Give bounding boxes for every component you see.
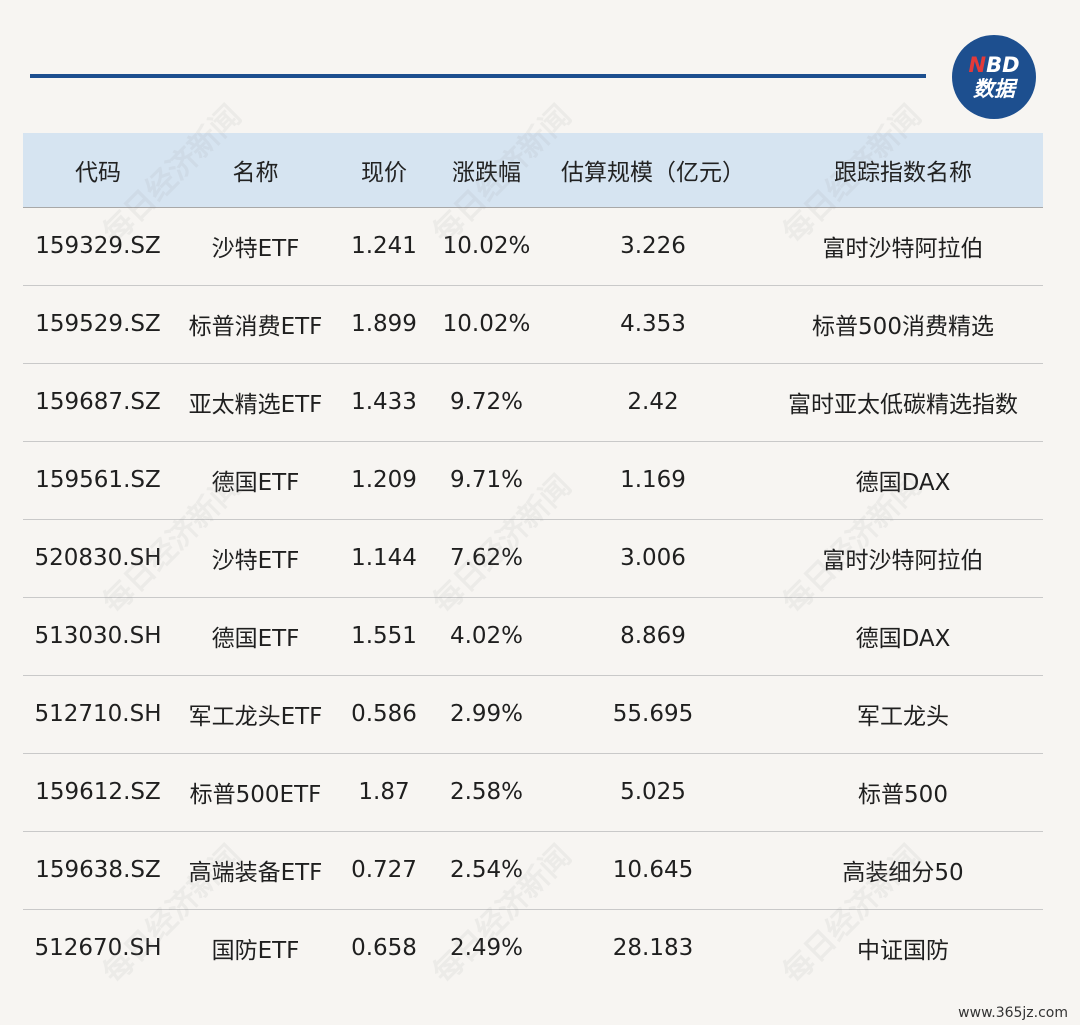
cell-index: 标普500 xyxy=(763,753,1043,832)
cell-index: 德国DAX xyxy=(763,597,1043,676)
column-header-index: 跟踪指数名称 xyxy=(763,133,1043,208)
cell-scale: 2.42 xyxy=(543,363,763,442)
cell-scale: 10.645 xyxy=(543,831,763,910)
cell-change: 2.49% xyxy=(449,935,524,961)
cell-change: 2.99% xyxy=(430,675,543,754)
cell-change: 9.72% xyxy=(430,363,543,442)
cell-code: 520830.SH xyxy=(23,519,173,598)
cell-name: 军工龙头ETF xyxy=(173,675,338,754)
cell-code: 159687.SZ xyxy=(23,363,173,442)
cell-scale: 3.006 xyxy=(543,519,763,598)
column-header-code: 代码 xyxy=(23,133,173,208)
cell-scale: 1.169 xyxy=(543,441,763,520)
column-header-change: 涨跌幅 xyxy=(430,133,543,208)
table-row: 159329.SZ 沙特ETF 1.241 10.02% 3.226 富时沙特阿拉伯 xyxy=(23,207,1043,286)
cell-index: 富时沙特阿拉伯 xyxy=(763,519,1043,598)
cell-price: 0.658 xyxy=(351,935,417,961)
table-row: 512670.SH 国防ETF 0.658 2.49% 28.183 中证国防 xyxy=(23,909,1043,987)
cell-change: 9.71% xyxy=(430,441,543,520)
cell-index: 标普500消费精选 xyxy=(763,285,1043,364)
cell-scale: 5.025 xyxy=(543,753,763,832)
cell-scale: 3.226 xyxy=(543,207,763,286)
cell-code: 159529.SZ xyxy=(23,285,173,364)
logo-wordmark: NBD xyxy=(968,52,1020,77)
cell-price: 1.87 xyxy=(338,753,430,832)
table-row: 513030.SH 德国ETF 1.551 4.02% 8.869 德国DAX xyxy=(23,597,1043,676)
table-row: 159529.SZ 标普消费ETF 1.899 10.02% 4.353 标普500消费精… xyxy=(23,285,1043,364)
cell-name: 标普消费ETF xyxy=(173,285,338,364)
cell-index: 高装细分50 xyxy=(763,831,1043,910)
cell-price: 1.241 xyxy=(338,207,430,286)
cell-name: 高端装备ETF xyxy=(173,831,338,910)
cell-code: 512710.SH xyxy=(23,675,173,754)
site-watermark-url: www.365jz.com xyxy=(958,1005,1068,1021)
cell-change: 4.02% xyxy=(430,597,543,676)
cell-change: 2.58% xyxy=(430,753,543,832)
column-header-price: 现价 xyxy=(338,133,430,208)
cell-scale: 28.183 xyxy=(612,935,694,961)
top-divider xyxy=(30,74,926,78)
column-header-name: 名称 xyxy=(173,133,338,208)
cell-code: 513030.SH xyxy=(23,597,173,676)
cell-change: 2.54% xyxy=(430,831,543,910)
nbd-data-logo: NBD 数据 xyxy=(952,35,1036,119)
cell-scale: 8.869 xyxy=(543,597,763,676)
cell-price: 0.586 xyxy=(338,675,430,754)
cell-price: 1.144 xyxy=(338,519,430,598)
table-row: 520830.SH 沙特ETF 1.144 7.62% 3.006 富时沙特阿拉伯 xyxy=(23,519,1043,598)
cell-name: 德国ETF xyxy=(173,597,338,676)
table-row: 159638.SZ 高端装备ETF 0.727 2.54% 10.645 高装细分50 xyxy=(23,831,1043,910)
cell-code: 159612.SZ xyxy=(23,753,173,832)
column-header-scale: 估算规模（亿元） xyxy=(543,133,763,208)
table-body: 159329.SZ 沙特ETF 1.241 10.02% 3.226 富时沙特阿拉伯 159… xyxy=(23,207,1043,987)
cell-change: 10.02% xyxy=(430,207,543,286)
cell-price: 1.209 xyxy=(338,441,430,520)
logo-subtitle: 数据 xyxy=(973,76,1015,101)
cell-name: 亚太精选ETF xyxy=(173,363,338,442)
cell-name: 德国ETF xyxy=(173,441,338,520)
cell-name: 国防ETF xyxy=(211,938,300,964)
header-row: 代码 名称 现价 涨跌幅 估算规模（亿元） 跟踪指数名称 xyxy=(23,133,1043,208)
cell-price: 1.551 xyxy=(338,597,430,676)
table-row: 159612.SZ 标普500ETF 1.87 2.58% 5.025 标普500 xyxy=(23,753,1043,832)
cell-name: 标普500ETF xyxy=(173,753,338,832)
cell-name: 沙特ETF xyxy=(173,207,338,286)
cell-code: 159329.SZ xyxy=(23,207,173,286)
cell-price: 1.433 xyxy=(338,363,430,442)
table-row: 159687.SZ 亚太精选ETF 1.433 9.72% 2.42 富时亚太低碳精选指数 xyxy=(23,363,1043,442)
cell-change: 10.02% xyxy=(430,285,543,364)
cell-price: 0.727 xyxy=(338,831,430,910)
table-row: 512710.SH 军工龙头ETF 0.586 2.99% 55.695 军工龙头 xyxy=(23,675,1043,754)
etf-table: 代码 名称 现价 涨跌幅 估算规模（亿元） 跟踪指数名称 159329.SZ 沙特… xyxy=(23,133,1043,987)
cell-index: 德国DAX xyxy=(763,441,1043,520)
cell-change: 7.62% xyxy=(430,519,543,598)
cell-index: 中证国防 xyxy=(857,938,949,964)
cell-code: 512670.SH xyxy=(34,935,162,961)
cell-scale: 4.353 xyxy=(543,285,763,364)
cell-index: 军工龙头 xyxy=(763,675,1043,754)
cell-price: 1.899 xyxy=(338,285,430,364)
cell-name: 沙特ETF xyxy=(173,519,338,598)
cell-code: 159561.SZ xyxy=(23,441,173,520)
cell-index: 富时亚太低碳精选指数 xyxy=(763,363,1043,442)
cell-index: 富时沙特阿拉伯 xyxy=(763,207,1043,286)
cell-code: 159638.SZ xyxy=(23,831,173,910)
cell-scale: 55.695 xyxy=(543,675,763,754)
table-header: 代码 名称 现价 涨跌幅 估算规模（亿元） 跟踪指数名称 xyxy=(23,133,1043,208)
table-row: 159561.SZ 德国ETF 1.209 9.71% 1.169 德国DAX xyxy=(23,441,1043,520)
